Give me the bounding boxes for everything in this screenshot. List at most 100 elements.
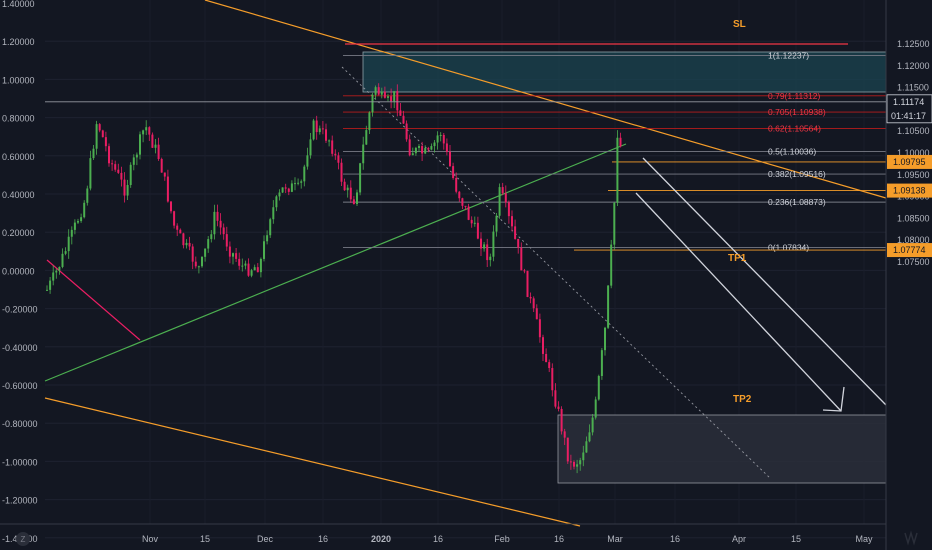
candle-body — [259, 258, 262, 273]
candle-body — [576, 464, 579, 467]
candle-body — [582, 452, 585, 461]
left-axis-tick: -0.20000 — [2, 305, 38, 315]
time-axis[interactable]: Nov 15 Dec 16 2020 16 Feb 16 Mar 16 Apr 15 May — [142, 534, 873, 544]
candle-body — [616, 137, 619, 203]
candle-body — [470, 219, 473, 224]
fib-level-label: 0.382(1.09516) — [768, 169, 826, 179]
candle-body — [588, 432, 591, 442]
candle-body — [300, 181, 303, 183]
candle-body — [402, 115, 405, 124]
right-axis[interactable]: 1.125001.120001.115001.110001.105001.100… — [45, 39, 932, 267]
candle-body — [359, 163, 362, 193]
candle-body — [427, 148, 430, 150]
price-axis-tick: 1.09500 — [897, 170, 930, 180]
fib-level-label: 0.62(1.10564) — [768, 123, 821, 133]
price-tag — [887, 243, 932, 258]
candle-body — [123, 179, 126, 196]
candle-body — [548, 362, 551, 369]
candle-body — [532, 298, 535, 309]
candle-body — [219, 220, 222, 228]
candle-body — [157, 144, 160, 159]
candle-body — [318, 128, 321, 133]
candle-body — [185, 242, 188, 246]
candle-body — [126, 185, 129, 196]
lower-channel-line — [44, 397, 581, 527]
candle-body — [64, 251, 67, 254]
candle-body — [182, 233, 185, 246]
candle-body — [368, 112, 371, 131]
candle-body — [430, 146, 433, 150]
candle-body — [129, 164, 132, 186]
candle-body — [551, 368, 554, 391]
projection-arrow-1 — [642, 157, 887, 406]
left-axis-tick: -1.00000 — [2, 457, 38, 467]
candle-body — [148, 127, 151, 135]
candle-body — [275, 196, 278, 208]
candle-body — [436, 135, 439, 143]
left-axis: 1.40000 1.20000 1.00000 0.80000 0.60000 0.400… — [2, 0, 38, 544]
candle-body — [464, 205, 467, 207]
candle-body — [179, 229, 182, 234]
time-axis-tick: Apr — [732, 534, 746, 544]
candle-body — [414, 147, 417, 154]
time-axis-tick: May — [855, 534, 873, 544]
candle-body — [352, 199, 355, 204]
candle-body — [145, 127, 148, 131]
candle-body — [117, 169, 120, 173]
price-axis-tick: 1.08000 — [897, 235, 930, 245]
candle-body — [49, 280, 52, 290]
left-axis-tick: 1.20000 — [2, 37, 35, 47]
candle-body — [303, 166, 306, 182]
candle-body — [101, 130, 104, 138]
candle-body — [607, 285, 610, 328]
candle-body — [256, 267, 259, 273]
candle-body — [191, 246, 194, 262]
candle-body — [529, 296, 532, 299]
candle-body — [476, 222, 479, 239]
left-axis-tick: -0.60000 — [2, 381, 38, 391]
candle-body — [210, 234, 213, 240]
candle-body — [331, 140, 334, 154]
candle-body — [266, 235, 269, 242]
candle-body — [383, 91, 386, 98]
candle-body — [108, 146, 110, 164]
candle-body — [346, 187, 349, 191]
candle-body — [399, 110, 402, 116]
candle-body — [114, 164, 117, 170]
candle-body — [321, 128, 324, 130]
left-axis-tick: -0.40000 — [2, 343, 38, 353]
candle-body — [337, 155, 340, 163]
time-axis-tick: 16 — [433, 534, 443, 544]
candle-body — [377, 87, 380, 95]
tradingview-logo-icon — [904, 530, 918, 546]
candle-body — [452, 166, 455, 178]
candle-body — [467, 206, 470, 220]
candle-body — [604, 327, 606, 351]
candle-body — [95, 124, 98, 149]
candle-body — [393, 91, 396, 102]
candle-body — [585, 441, 588, 453]
candle-body — [495, 215, 498, 232]
candle-body — [194, 261, 197, 267]
candle-body — [216, 211, 219, 221]
fib-level-label: 1(1.12237) — [768, 50, 809, 60]
pink-trend-line — [46, 259, 141, 341]
candle-body — [61, 253, 64, 267]
candle-body — [176, 225, 179, 230]
candle-body — [73, 222, 76, 230]
left-axis-tick: 0.20000 — [2, 228, 35, 238]
timezone-icon[interactable] — [16, 532, 30, 546]
candle-body — [523, 270, 526, 272]
candle-body — [600, 350, 603, 376]
candle-body — [461, 198, 464, 206]
candle-body — [207, 239, 210, 249]
candle-body — [538, 319, 541, 338]
candle-body — [483, 244, 486, 249]
candle-body — [241, 265, 244, 267]
candle-body — [566, 437, 569, 462]
candle-body — [573, 461, 575, 467]
current-price-box — [886, 94, 932, 124]
candle-body — [405, 123, 408, 140]
candle-body — [294, 183, 296, 185]
